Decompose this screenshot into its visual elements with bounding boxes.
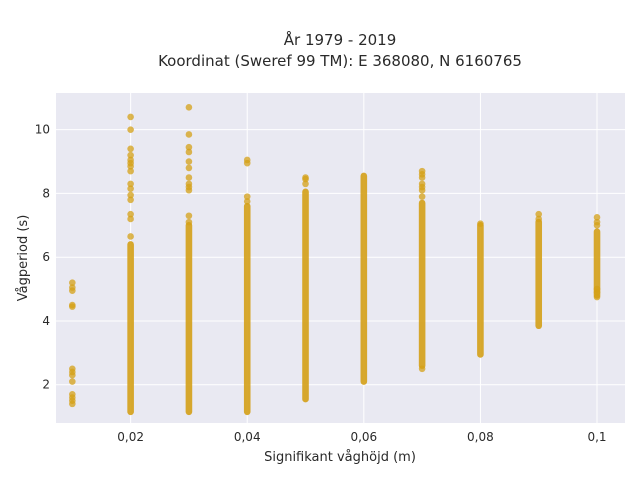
- data-point: [243, 198, 251, 205]
- data-point: [418, 167, 426, 175]
- data-point: [127, 191, 134, 199]
- data-point: [127, 233, 134, 240]
- data-point: [127, 167, 134, 175]
- x-tick-label: 0,08: [467, 430, 494, 444]
- dense-point-band: [360, 172, 368, 385]
- data-point: [593, 218, 601, 226]
- dense-point-band: [535, 218, 543, 330]
- data-point: [127, 145, 134, 153]
- data-point: [185, 104, 193, 111]
- data-point: [69, 378, 76, 385]
- data-point: [243, 193, 251, 200]
- data-point: [127, 196, 134, 204]
- data-point: [185, 148, 193, 156]
- data-point: [185, 180, 193, 188]
- x-tick-label: 0,02: [117, 430, 144, 444]
- data-point: [418, 365, 426, 373]
- data-point: [127, 156, 134, 164]
- data-point: [185, 131, 193, 138]
- data-point: [302, 180, 309, 188]
- data-point: [593, 285, 601, 293]
- y-tick-label: 8: [42, 186, 50, 200]
- x-axis-title: Signifikant våghöjd (m): [264, 450, 416, 465]
- data-point: [593, 293, 601, 301]
- dense-point-band: [477, 222, 484, 358]
- data-point: [185, 218, 193, 226]
- dense-point-band: [302, 188, 309, 403]
- data-point: [243, 156, 251, 164]
- data-point: [185, 158, 193, 165]
- y-tick-label: 4: [42, 314, 50, 328]
- y-tick-label: 2: [42, 378, 50, 392]
- chart-title-line-1: År 1979 - 2019: [284, 30, 397, 49]
- data-point: [69, 365, 76, 373]
- dense-point-band: [127, 241, 134, 416]
- data-point: [418, 180, 426, 188]
- data-point: [69, 301, 76, 309]
- data-point: [127, 180, 134, 188]
- data-point: [418, 193, 426, 200]
- data-point: [185, 174, 193, 181]
- x-axis-ticks: 0,02 0,04 0,06 0,08 0,1: [117, 430, 606, 444]
- data-point: [302, 174, 309, 181]
- dense-point-band: [593, 228, 601, 299]
- data-point: [185, 212, 193, 220]
- plot-area: [56, 93, 625, 423]
- data-point: [127, 126, 134, 133]
- data-point: [535, 215, 543, 223]
- y-axis-ticks: 2 4 6 8 10: [35, 123, 50, 392]
- data-point: [69, 391, 76, 398]
- data-point: [593, 214, 601, 221]
- data-point: [127, 210, 134, 218]
- data-point: [69, 284, 76, 291]
- chart-title-line-2: Koordinat (Sweref 99 TM): E 368080, N 61…: [158, 52, 522, 70]
- x-tick-label: 0,1: [587, 430, 606, 444]
- data-point: [477, 220, 484, 228]
- y-tick-label: 10: [35, 123, 50, 137]
- data-points: [69, 104, 601, 416]
- data-point: [127, 113, 134, 121]
- data-point: [185, 164, 193, 172]
- x-tick-label: 0,04: [234, 430, 261, 444]
- data-point: [127, 151, 134, 159]
- x-tick-label: 0,06: [350, 430, 377, 444]
- data-point: [127, 185, 134, 192]
- dense-point-band: [243, 202, 251, 416]
- data-point: [127, 215, 134, 223]
- data-point: [69, 279, 76, 287]
- dense-point-band: [185, 222, 193, 416]
- dense-point-band: [418, 199, 426, 369]
- data-point: [535, 210, 543, 218]
- y-tick-label: 6: [42, 250, 50, 264]
- y-axis-title: Vågperiod (s): [16, 215, 31, 302]
- data-point: [185, 143, 193, 151]
